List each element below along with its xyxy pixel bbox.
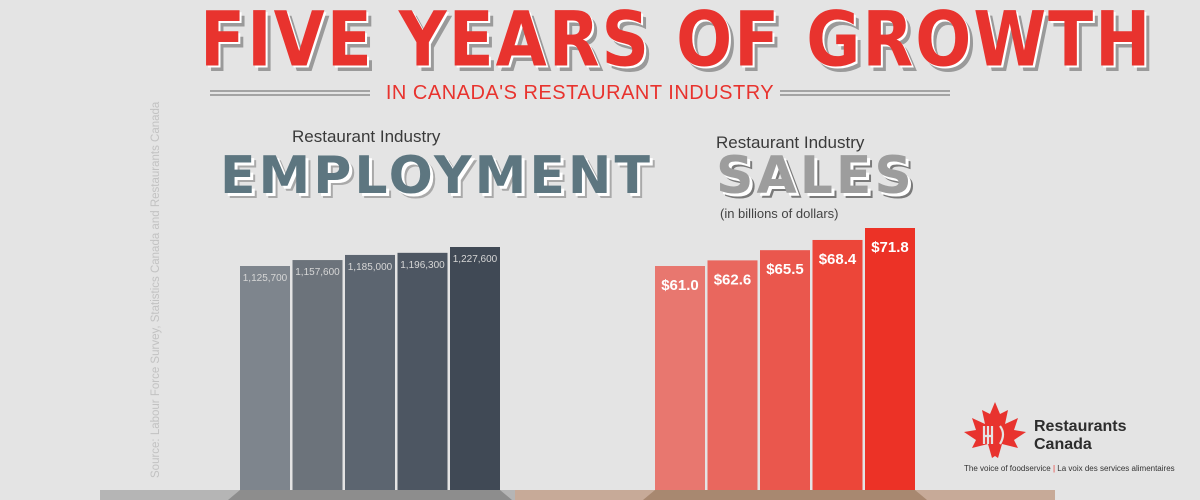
sales-bar-label-3: $65.5: [766, 261, 804, 278]
employment-small-label: Restaurant Industry: [292, 127, 441, 146]
sales-small-label: Restaurant Industry: [716, 133, 865, 152]
logo-name: Restaurants Canada: [1034, 418, 1126, 453]
right-rule: [780, 90, 950, 96]
sales-unit-note: (in billions of dollars): [720, 206, 839, 221]
sales-bar-5: [865, 228, 915, 490]
employment-bar-label-3: 1,185,000: [348, 262, 393, 273]
sales-bar-2: [707, 260, 758, 490]
sales-bar-label-5: $71.8: [871, 239, 909, 256]
employment-bar-label-1: 1,125,700: [243, 273, 288, 284]
sales-floor-shadow: [643, 490, 927, 500]
employment-bar-label-5: 1,227,600: [453, 254, 498, 265]
sales-big-label: SALES: [716, 146, 915, 206]
employment-bar-1: [240, 266, 290, 490]
employment-bar-2: [292, 260, 343, 490]
employment-bar-3: [345, 254, 395, 490]
employment-big-label: EMPLOYMENT: [220, 146, 653, 206]
logo-name-line1: Restaurants: [1034, 418, 1127, 435]
employment-floor-shadow: [228, 490, 512, 500]
subtitle-row: IN CANADA'S RESTAURANT INDUSTRY: [210, 80, 950, 108]
maple-leaf-icon: [964, 402, 1026, 458]
employment-bar-label-4: 1,196,300: [400, 260, 445, 271]
sales-bar-1: [655, 266, 705, 490]
tagline-english: The voice of foodservice: [964, 464, 1051, 473]
employment-bar-5: [450, 247, 500, 490]
tagline-french: La voix des services alimentaires: [1057, 464, 1175, 473]
sales-bar-4: [812, 239, 863, 490]
tagline-divider: |: [1052, 464, 1056, 473]
sales-bar-label-2: $62.6: [714, 271, 752, 288]
restaurants-canada-logo: Restaurants Canada The voice of foodservi…: [962, 398, 1175, 478]
sales-bar-label-4: $68.4: [819, 251, 857, 268]
left-rule: [210, 90, 370, 96]
sales-bar-3: [760, 250, 810, 490]
employment-bar-4: [397, 252, 448, 490]
employment-bar-label-2: 1,157,600: [295, 267, 340, 278]
page-subtitle: IN CANADA'S RESTAURANT INDUSTRY: [385, 82, 775, 104]
logo-name-line2: Canada: [1034, 435, 1092, 453]
sales-bar-label-1: $61.0: [661, 277, 699, 294]
logo-tagline: The voice of foodservice | La voix des s…: [964, 464, 1175, 473]
